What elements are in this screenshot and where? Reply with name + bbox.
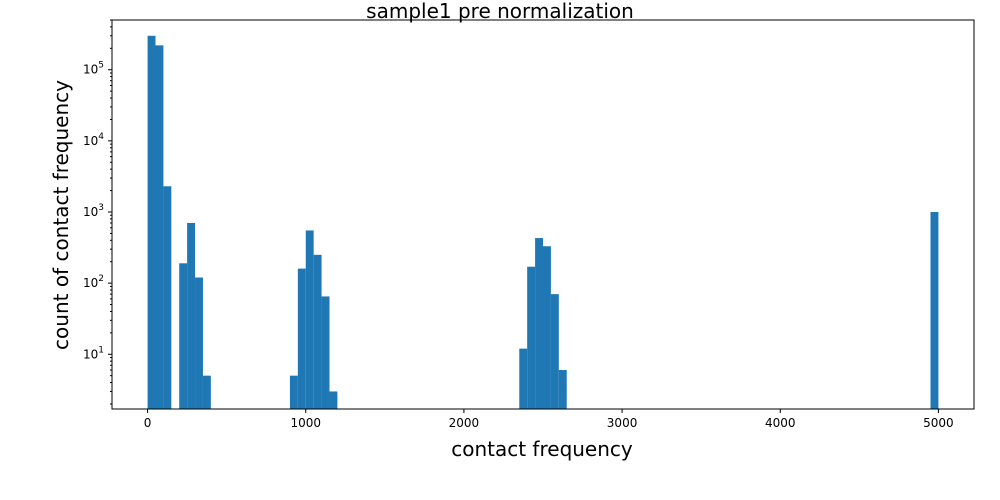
y-tick-label: 102	[83, 274, 104, 290]
y-tick-label: 101	[83, 345, 104, 361]
y-tick-label: 104	[83, 132, 104, 148]
histogram-bar	[195, 277, 203, 409]
histogram-bar	[550, 294, 559, 409]
histogram-bar	[179, 263, 188, 409]
y-tick-label: 103	[83, 203, 104, 219]
x-axis-label: contact frequency	[451, 437, 633, 461]
x-tick-label: 2000	[449, 416, 480, 430]
histogram-bar	[519, 348, 528, 409]
y-axis-label: count of contact frequency	[49, 80, 73, 350]
x-tick-label: 0	[144, 416, 152, 430]
histogram-bar	[163, 186, 172, 409]
histogram-bar	[289, 375, 298, 409]
histogram-bar	[313, 254, 322, 409]
x-tick-label: 5000	[923, 416, 954, 430]
histogram-bar	[527, 266, 536, 409]
x-tick-label: 4000	[765, 416, 796, 430]
histogram-bar	[297, 268, 306, 409]
histogram-bar	[147, 35, 156, 409]
plot-frame	[111, 19, 975, 410]
bars-group	[147, 35, 939, 410]
histogram-bar	[543, 246, 551, 409]
histogram-bar	[155, 45, 164, 410]
x-tick-label: 1000	[290, 416, 321, 430]
histogram-bar	[202, 375, 211, 409]
histogram-bar	[930, 211, 939, 409]
histogram-bar	[321, 296, 330, 409]
histogram-bar	[305, 230, 314, 409]
histogram-bar	[329, 391, 338, 409]
chart-title: sample1 pre normalization	[366, 0, 634, 23]
x-axis: 0 1000 2000 3000 4000 5000	[144, 409, 954, 430]
histogram-bar	[535, 238, 543, 409]
x-tick-label: 3000	[607, 416, 638, 430]
y-axis: 101 102 103 104 105	[83, 19, 112, 405]
histogram-bar	[187, 223, 196, 409]
histogram-bar	[558, 370, 567, 409]
y-tick-label: 105	[83, 61, 104, 77]
